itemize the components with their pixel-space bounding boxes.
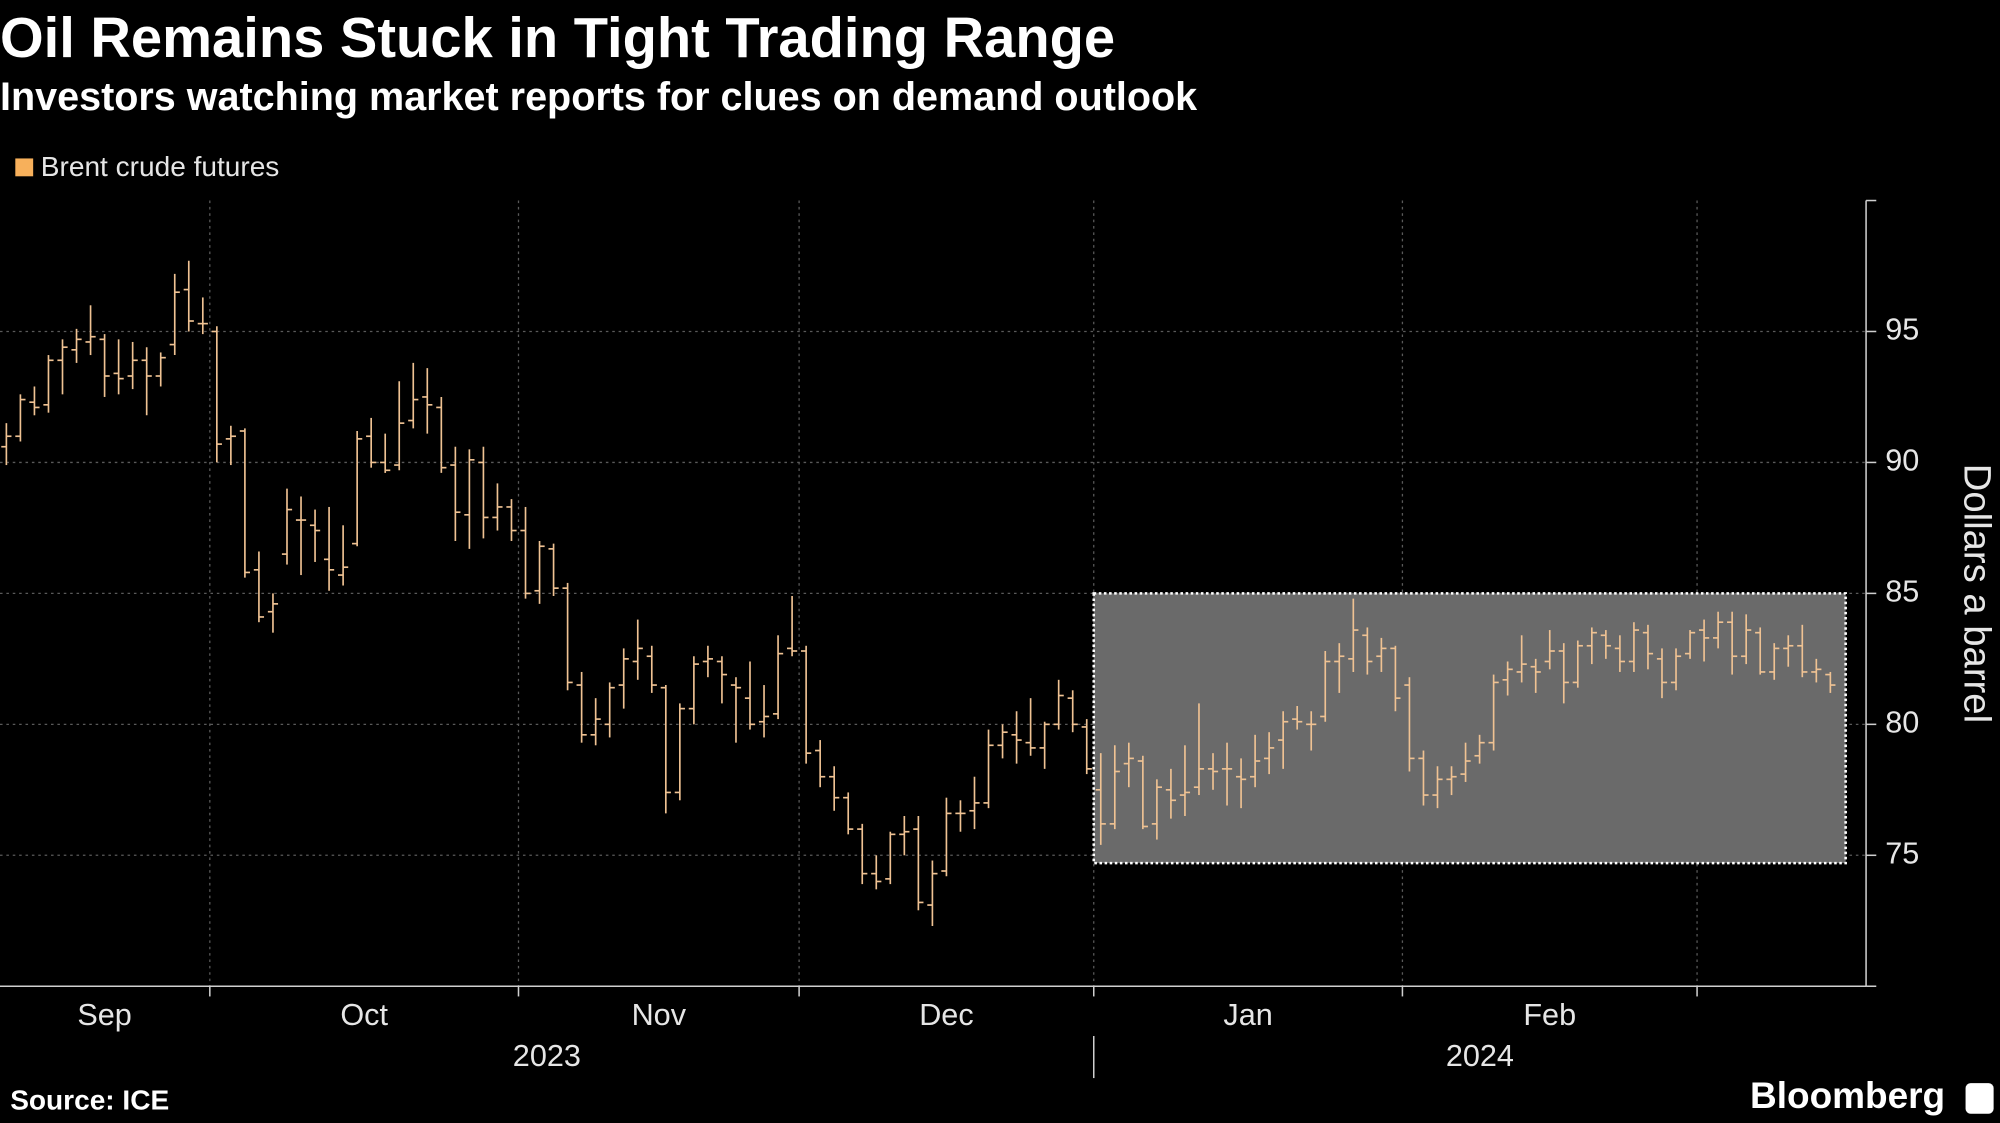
x-tick-label: Feb xyxy=(1523,998,1576,1032)
y-axis-label: Dollars a barrel xyxy=(1955,464,1998,723)
x-tick-label: Nov xyxy=(632,998,687,1032)
y-tick-label: 80 xyxy=(1885,705,1919,739)
chart-title: Oil Remains Stuck in Tight Trading Range xyxy=(0,6,1115,69)
x-tick-label: Sep xyxy=(77,998,131,1032)
x-tick-label: Oct xyxy=(340,998,388,1032)
legend-swatch xyxy=(15,158,34,177)
y-tick-label: 85 xyxy=(1885,574,1919,608)
x-tick-label: Jan xyxy=(1223,998,1272,1032)
year-label: 2023 xyxy=(513,1039,581,1073)
year-label: 2024 xyxy=(1446,1039,1514,1073)
brand-icon xyxy=(1965,1083,1994,1114)
chart-subtitle: Investors watching market reports for cl… xyxy=(0,75,1198,119)
source-note: Source: ICE xyxy=(10,1085,169,1116)
y-tick-label: 75 xyxy=(1885,836,1919,870)
y-tick-label: 95 xyxy=(1885,313,1919,347)
highlight-range xyxy=(1092,592,1847,865)
x-tick-label: Dec xyxy=(919,998,973,1032)
y-tick-label: 90 xyxy=(1885,444,1919,478)
legend-label: Brent crude futures xyxy=(41,151,280,182)
brand-logo: Bloomberg xyxy=(1750,1075,1945,1116)
